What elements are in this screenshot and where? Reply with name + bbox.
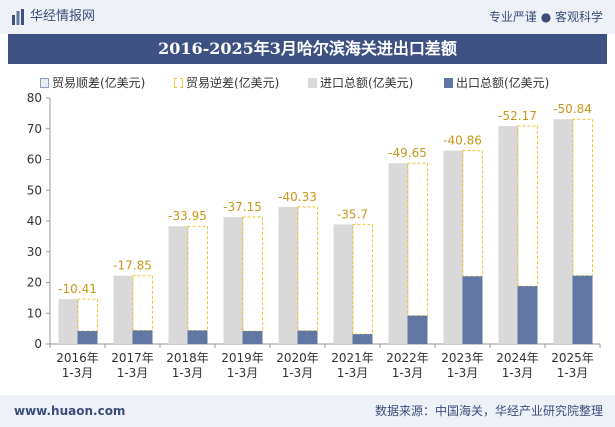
y-tick-label: 10: [27, 306, 42, 320]
import-bar: [168, 226, 189, 344]
legend-swatch-deficit: [174, 78, 183, 88]
slogan: 专业严谨 ● 客观科学: [488, 10, 603, 24]
deficit-box: [132, 275, 153, 331]
import-bar: [223, 217, 244, 344]
chart-plot: 01020304050607080-10.412016年1-3月-17.8520…: [27, 91, 601, 380]
deficit-box: [242, 216, 263, 332]
legend-swatch-surplus: [40, 78, 49, 88]
data-source: 数据来源：中国海关，华经产业研究院整理: [374, 404, 603, 418]
export-bar: [352, 334, 373, 344]
deficit-box: [517, 125, 538, 287]
title-bar: 2016-2025年3月哈尔滨海关进出口差额: [8, 34, 607, 64]
deficit-data-label: -49.65: [388, 146, 427, 160]
export-bar: [297, 330, 318, 344]
import-bar: [278, 206, 299, 344]
footer-bar: www.huaon.com 数据来源：中国海关，华经产业研究院整理: [0, 395, 615, 427]
x-tick-label: 2017年: [111, 351, 154, 365]
import-bar: [498, 125, 519, 344]
export-bar: [242, 331, 263, 344]
deficit-data-label: -40.86: [443, 134, 482, 148]
import-bar: [113, 275, 134, 344]
y-tick-label: 80: [27, 91, 42, 105]
legend-label-deficit: 贸易逆差(亿美元): [186, 76, 280, 90]
y-tick-label: 50: [27, 183, 42, 197]
deficit-data-label: -35.7: [337, 207, 368, 221]
deficit-box: [352, 223, 373, 335]
deficit-data-label: -33.95: [168, 209, 207, 223]
x-tick-label: 2023年: [441, 351, 484, 365]
deficit-data-label: -40.33: [278, 190, 317, 204]
deficit-box: [297, 206, 318, 332]
export-bar: [132, 330, 153, 344]
deficit-data-label: -10.41: [58, 282, 97, 296]
logo-icon: [12, 9, 24, 25]
legend-swatch-export: [444, 78, 453, 88]
brand-name: 华经情报网: [30, 9, 96, 24]
import-bar: [443, 150, 464, 344]
x-tick-label: 2019年: [221, 351, 264, 365]
legend-swatch-import: [308, 78, 317, 88]
y-tick-label: 70: [27, 122, 42, 136]
export-bar: [462, 276, 483, 344]
deficit-data-label: -17.85: [113, 259, 152, 273]
y-tick-label: 60: [27, 153, 42, 167]
x-tick-label: 1-3月: [227, 366, 259, 380]
x-tick-label: 2021年: [331, 351, 374, 365]
deficit-box: [77, 298, 98, 332]
deficit-box: [187, 225, 208, 331]
chart-title: 2016-2025年3月哈尔滨海关进出口差额: [158, 39, 457, 58]
deficit-box: [572, 118, 593, 277]
deficit-box: [462, 150, 483, 277]
legend-label-import: 进口总额(亿美元): [320, 76, 414, 90]
x-tick-label: 1-3月: [392, 366, 424, 380]
export-bar: [407, 315, 428, 344]
header-bar: 华经情报网 专业严谨 ● 客观科学: [0, 0, 615, 34]
import-bar: [388, 163, 409, 344]
legend-label-export: 出口总额(亿美元): [456, 76, 550, 90]
export-bar: [517, 286, 538, 344]
deficit-data-label: -50.84: [553, 102, 592, 116]
deficit-data-label: -37.15: [223, 200, 262, 214]
x-tick-label: 1-3月: [337, 366, 369, 380]
x-tick-label: 1-3月: [557, 366, 589, 380]
import-bar: [58, 299, 79, 344]
x-tick-label: 2016年: [56, 351, 99, 365]
x-tick-label: 2020年: [276, 351, 319, 365]
import-bar: [553, 119, 574, 344]
export-bar: [572, 275, 593, 344]
x-tick-label: 1-3月: [117, 366, 149, 380]
legend-label-surplus: 贸易顺差(亿美元): [52, 76, 146, 90]
x-tick-label: 2024年: [496, 351, 539, 365]
x-tick-label: 1-3月: [447, 366, 479, 380]
x-tick-label: 1-3月: [282, 366, 314, 380]
x-tick-label: 2025年: [551, 351, 594, 365]
x-tick-label: 1-3月: [62, 366, 94, 380]
export-bar: [187, 330, 208, 344]
deficit-box: [407, 162, 428, 317]
x-tick-label: 2018年: [166, 351, 209, 365]
x-tick-label: 1-3月: [172, 366, 204, 380]
y-tick-label: 30: [27, 245, 42, 259]
x-tick-label: 2022年: [386, 351, 429, 365]
legend: 贸易顺差(亿美元) 贸易逆差(亿美元) 进口总额(亿美元) 出口总额(亿美元): [40, 74, 610, 92]
footer-url[interactable]: www.huaon.com: [14, 404, 126, 418]
export-bar: [77, 331, 98, 344]
y-tick-label: 0: [34, 337, 42, 351]
y-tick-label: 20: [27, 276, 42, 290]
x-tick-label: 1-3月: [502, 366, 534, 380]
y-tick-label: 40: [27, 214, 42, 228]
import-bar: [333, 224, 354, 344]
deficit-data-label: -52.17: [498, 109, 537, 123]
